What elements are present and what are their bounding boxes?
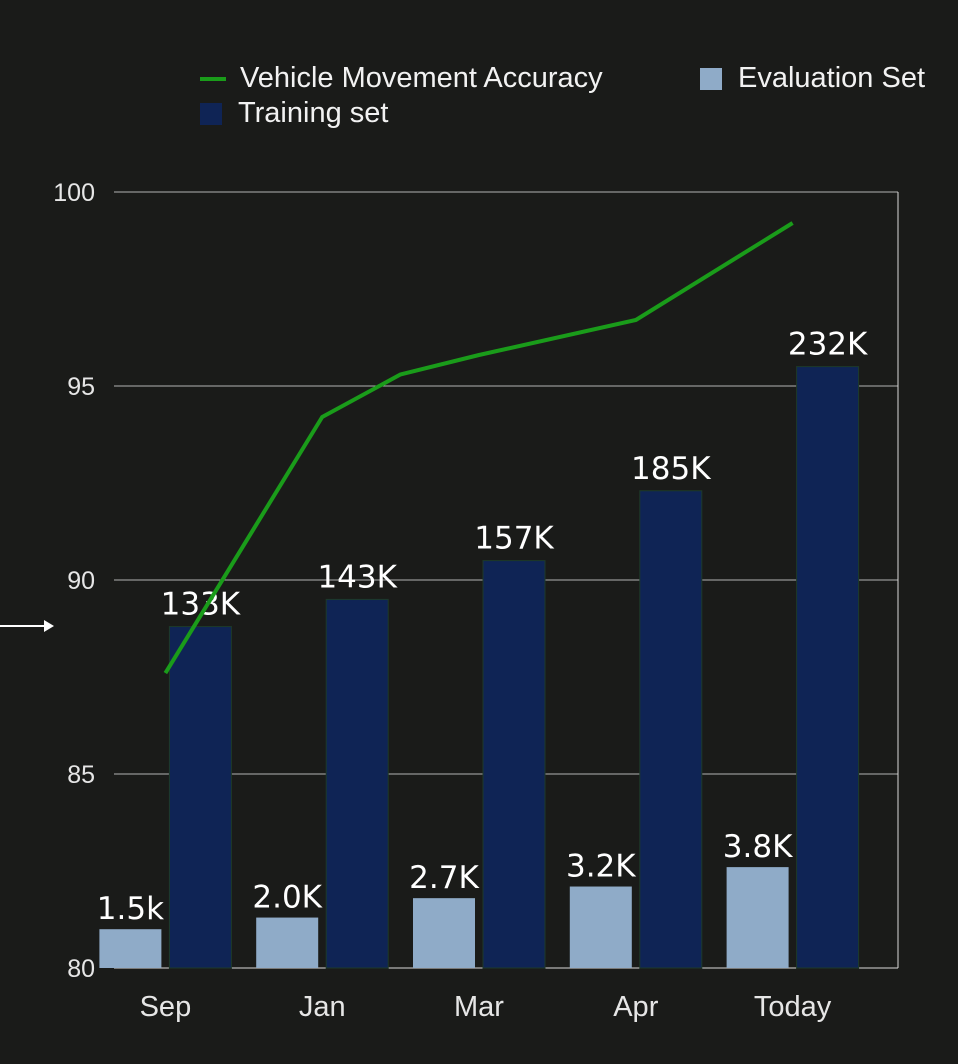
evaluation-data-label: 3.2K	[566, 849, 636, 885]
accuracy-line	[163, 221, 794, 675]
training-bar	[796, 366, 860, 969]
legend-evaluation-label: Evaluation Set	[738, 62, 926, 94]
training-data-label: 232K	[788, 327, 868, 363]
accuracy-legend-swatch	[200, 76, 226, 81]
evaluation-bar	[256, 917, 319, 968]
evaluation-bar	[569, 886, 632, 968]
legend-training: Training set	[200, 97, 388, 130]
legend-accuracy: Vehicle Movement Accuracy	[200, 62, 603, 95]
evaluation-data-label: 2.7K	[409, 860, 479, 896]
evaluation-data-label: 2.0K	[252, 880, 322, 916]
training-data-label: 185K	[631, 451, 711, 487]
training-bar	[482, 560, 546, 969]
evaluation-bar	[99, 929, 162, 968]
y-tick-label: 95	[67, 373, 95, 401]
training-legend-swatch	[200, 102, 222, 125]
legend-accuracy-label: Vehicle Movement Accuracy	[240, 62, 603, 94]
evaluation-legend-swatch	[700, 67, 722, 90]
y-tick-label: 100	[53, 179, 95, 207]
evaluation-bar	[726, 867, 789, 968]
training-bar	[168, 626, 232, 969]
legend-evaluation: Evaluation Set	[700, 62, 925, 95]
y-tick-label: 90	[67, 567, 95, 595]
evaluation-bar	[413, 898, 475, 968]
legend-training-label: Training set	[238, 97, 389, 129]
training-data-label: 143K	[317, 559, 397, 595]
x-category-label: Apr	[613, 991, 658, 1023]
x-category-label: Today	[754, 991, 832, 1023]
evaluation-data-label: 1.5k	[97, 891, 164, 927]
y-tick-label: 85	[67, 761, 95, 789]
x-category-label: Jan	[299, 991, 346, 1023]
training-bar	[325, 598, 389, 969]
arrow-marker-head	[44, 620, 54, 632]
evaluation-data-label: 3.8K	[723, 829, 793, 865]
training-data-label: 157K	[474, 521, 554, 557]
training-bar	[639, 490, 703, 969]
x-category-label: Sep	[140, 991, 192, 1023]
y-tick-label: 80	[67, 955, 95, 983]
x-category-label: Mar	[454, 991, 504, 1023]
